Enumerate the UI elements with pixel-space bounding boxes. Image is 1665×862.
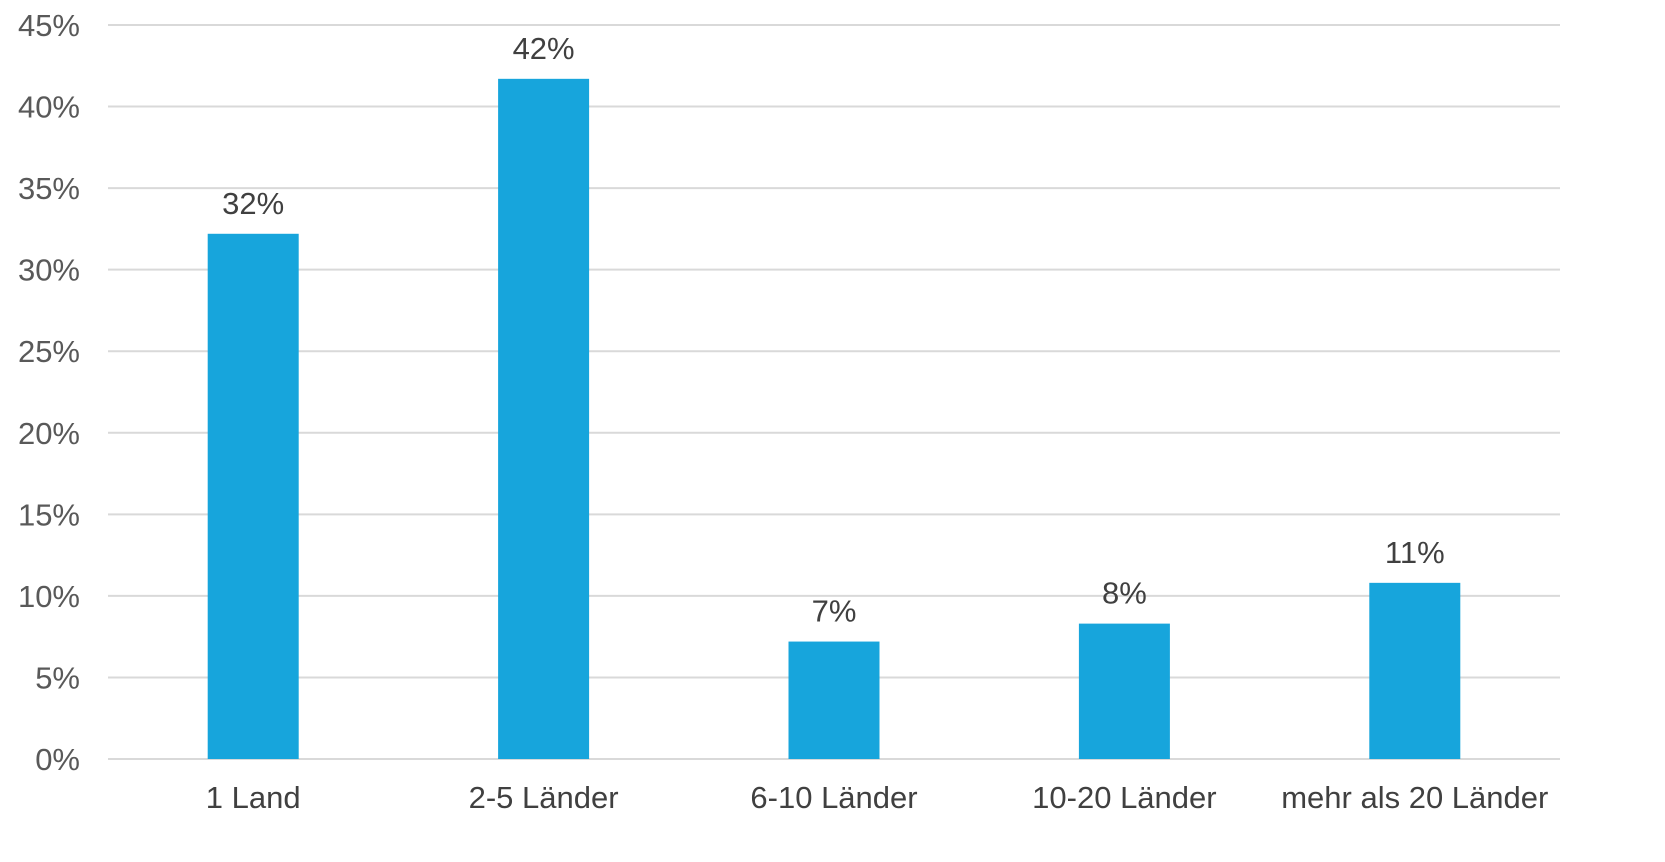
data-label: 42% bbox=[513, 31, 575, 66]
y-tick-label: 40% bbox=[18, 90, 80, 125]
bar bbox=[498, 78, 590, 760]
data-labels: 32% 42% 7% 8% 11% bbox=[222, 31, 1444, 629]
y-tick-label: 15% bbox=[18, 497, 80, 532]
data-label: 11% bbox=[1385, 535, 1445, 570]
x-tick-label: 1 Land bbox=[206, 780, 301, 815]
data-label: 8% bbox=[1102, 576, 1147, 611]
x-tick-label: 2-5 Länder bbox=[469, 780, 619, 815]
bar bbox=[788, 641, 880, 759]
data-label: 7% bbox=[812, 594, 857, 629]
y-tick-label: 35% bbox=[18, 171, 80, 206]
gridlines bbox=[108, 24, 1560, 760]
x-tick-label: 6-10 Länder bbox=[750, 780, 917, 815]
x-axis-ticks: 1 Land 2-5 Länder 6-10 Länder 10-20 Länder m… bbox=[206, 780, 1549, 815]
bar bbox=[1078, 623, 1170, 759]
bars bbox=[207, 78, 1461, 760]
data-label: 32% bbox=[222, 186, 284, 221]
bar bbox=[1369, 582, 1461, 759]
bar bbox=[207, 233, 299, 759]
y-axis-ticks: 0% 5% 10% 15% 20% 25% 30% 35% 40% 45% bbox=[18, 8, 80, 777]
y-tick-label: 20% bbox=[18, 416, 80, 451]
y-tick-label: 10% bbox=[18, 579, 80, 614]
y-tick-label: 30% bbox=[18, 253, 80, 288]
x-tick-label: 10-20 Länder bbox=[1032, 780, 1216, 815]
y-tick-label: 25% bbox=[18, 334, 80, 369]
y-tick-label: 45% bbox=[18, 8, 80, 43]
y-tick-label: 0% bbox=[35, 742, 80, 777]
y-tick-label: 5% bbox=[35, 660, 80, 695]
x-tick-label: mehr als 20 Länder bbox=[1281, 780, 1548, 815]
